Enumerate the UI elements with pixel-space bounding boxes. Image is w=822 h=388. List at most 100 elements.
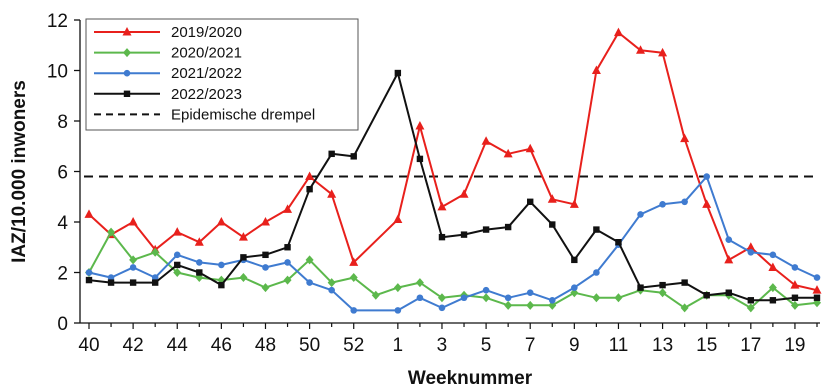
data-point [724,254,734,264]
x-tick-label: 48 [255,335,276,356]
data-point [216,217,226,226]
data-point [85,269,93,276]
data-point [571,284,578,291]
data-point [659,201,666,208]
data-point [283,204,293,213]
data-point [328,150,335,158]
data-point [504,294,512,302]
y-tick-label: 0 [57,314,68,335]
x-tick-label: 17 [740,335,761,356]
legend-entry-2020-2021: 2020/2021 [94,45,242,62]
data-point [129,264,137,271]
data-point [526,300,535,310]
data-point [769,251,777,259]
data-point [769,297,777,304]
legend-entry-2021-2022: 2021/2022 [94,65,242,82]
x-tick-label: 3 [437,335,448,356]
legend-marker [123,48,131,58]
data-point [283,275,292,285]
y-tick-label: 8 [57,112,68,133]
data-point [747,249,755,256]
x-tick-label: 9 [569,335,580,356]
legend-box [85,18,359,131]
data-point [262,251,269,259]
x-tick-label: 13 [652,335,673,356]
data-point [547,194,557,203]
x-tick-label: 1 [393,335,404,356]
data-point [482,293,491,303]
data-point [174,261,181,269]
data-point [416,155,424,163]
data-point [107,274,115,281]
data-point [305,171,315,181]
x-tick-label: 7 [525,335,536,356]
data-point [218,281,225,289]
data-point [680,133,690,143]
y-axis-ticks: 0 2 4 6 8 10 12 [47,11,80,335]
data-point [306,279,313,286]
data-point [637,284,644,291]
data-point [196,269,203,276]
data-point [658,288,667,298]
data-point [791,294,799,301]
data-point [194,237,204,246]
data-point [790,300,799,310]
data-point [437,293,446,303]
data-point [173,268,182,277]
data-point [128,217,138,226]
data-point [681,198,688,206]
data-point [459,189,469,198]
data-point [591,65,601,74]
data-point [416,294,424,302]
data-point [504,223,512,231]
x-tick-label: 5 [481,335,492,356]
data-point [84,209,94,218]
data-point [350,307,358,314]
data-point [306,185,313,193]
data-point [768,262,778,271]
y-tick-label: 6 [57,163,68,184]
data-point [394,307,402,314]
data-point [527,198,534,205]
data-point [349,273,358,283]
data-point [129,255,138,265]
data-point [438,233,446,241]
data-point [482,286,490,294]
data-point [284,244,291,251]
data-point [393,214,403,223]
data-point [394,69,402,77]
data-point [614,293,623,303]
data-point [703,173,710,180]
x-tick-label: 50 [299,335,320,356]
y-tick-label: 2 [57,264,68,285]
data-point [725,236,733,243]
data-point [681,279,688,286]
data-point [196,259,203,266]
data-point [592,293,601,303]
data-point [260,217,270,226]
x-tick-label: 11 [609,335,629,356]
data-point [593,269,600,276]
legend-entry-2019-2020: 2019/2020 [94,24,242,41]
data-point [636,45,646,54]
data-point [284,259,291,266]
data-point [437,201,447,211]
x-tick-label: 52 [343,335,364,356]
data-point [659,281,666,289]
data-point [218,261,225,269]
data-point [481,136,491,145]
data-point [813,274,821,281]
data-point [702,199,712,208]
x-tick-label: 46 [211,335,232,356]
data-point [746,303,755,313]
series-2021-2022 [85,173,821,314]
data-point [240,254,247,261]
data-point [503,148,513,158]
x-tick-label: 15 [696,335,717,356]
legend-marker [122,27,132,36]
y-tick-label: 10 [47,62,68,83]
data-point [504,300,513,310]
data-point [725,289,732,296]
y-tick-label: 12 [47,11,68,32]
data-point [173,251,181,259]
